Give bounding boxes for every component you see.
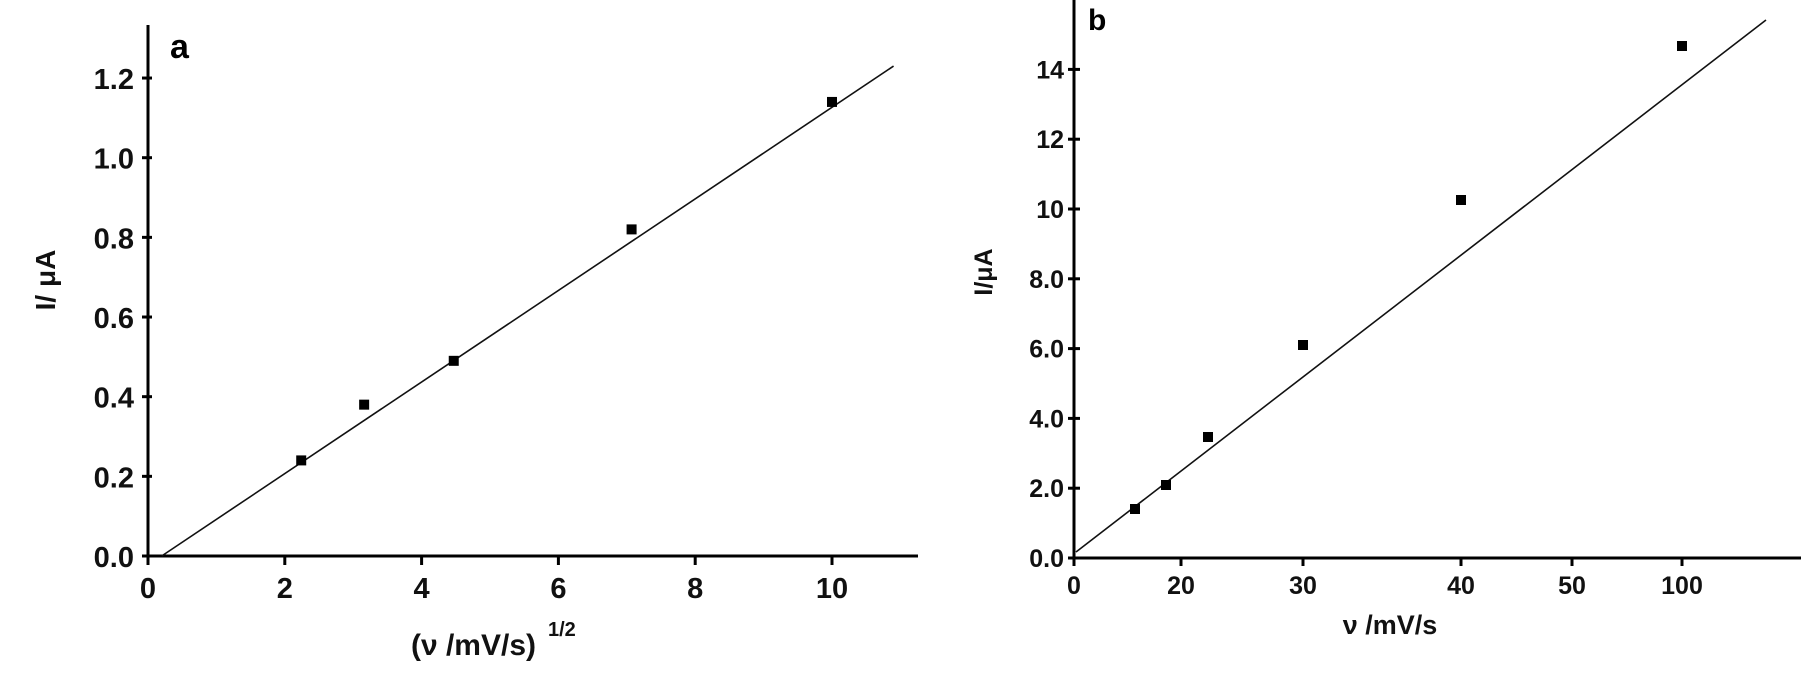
panel-b-y-tick-label: 14 <box>1036 56 1064 84</box>
panel-a-data-point <box>448 355 459 366</box>
panel-b-y-tick-label: 0.0 <box>1029 545 1064 573</box>
panel-a-y-tick-label: 1.0 <box>94 144 134 176</box>
panel-a-x-axis-title-superscript: 1/2 <box>548 619 576 641</box>
panel-b-y-axis-title: I/μA <box>970 248 998 295</box>
panel-b-label: b <box>1088 4 1106 37</box>
panel-b-x-tick-label: 40 <box>1447 572 1475 600</box>
panel-a-x-tick-label: 10 <box>816 573 848 605</box>
panel-b-data-point <box>1161 480 1171 490</box>
panel-b-y-tick-label: 10 <box>1036 196 1064 224</box>
panel-a-fit-line <box>161 65 895 557</box>
panel-b-fit-line <box>1075 19 1767 553</box>
panel-a-data-point <box>296 455 307 466</box>
panel-b-data-point <box>1130 504 1140 514</box>
panel-b-y-tick-label: 8.0 <box>1029 266 1064 294</box>
panel-b-data-point <box>1677 41 1687 51</box>
panel-a-label: a <box>170 28 190 66</box>
panel-a-x-tick-label: 6 <box>550 573 566 605</box>
panel-a-y-tick-label: 1.2 <box>94 64 134 96</box>
panel-a-y-tick-label: 0.8 <box>94 223 134 255</box>
panel-a-data-point <box>626 224 637 235</box>
panel-b-data-point <box>1203 432 1213 442</box>
panel-b-y-tick-label: 2.0 <box>1029 475 1064 503</box>
panel-a-x-tick-label: 0 <box>140 573 156 605</box>
panel-a-y-tick-label: 0.4 <box>94 383 134 415</box>
panel-a-y-tick-label: 0.2 <box>94 462 134 494</box>
panel-b-x-axis-title: ν /mV/s <box>1343 610 1438 640</box>
panel-a-x-tick-label: 2 <box>277 573 293 605</box>
panel-b-y-tick-label: 6.0 <box>1029 336 1064 364</box>
panel-a-data-point <box>359 399 370 410</box>
panel-a-x-tick-label: 4 <box>414 573 430 605</box>
panel-b-data-point <box>1298 340 1308 350</box>
panel-b-x-tick-label: 100 <box>1661 572 1703 600</box>
panel-a-x-tick-label: 8 <box>687 573 703 605</box>
panel-a-y-tick-label: 0.0 <box>94 542 134 574</box>
panel-a-y-axis-title: I/ μA <box>30 250 61 311</box>
panel-a-data-point <box>827 96 837 107</box>
panel-b-x-tick-label: 20 <box>1167 572 1195 600</box>
panel-b-x-tick-label: 30 <box>1289 572 1317 600</box>
panel-a-y-tick-label: 0.6 <box>94 303 134 335</box>
panel-b: b I/μA ν /mV/s 0.0 2.0 4.0 6.0 8.0 10 12 14 0 20 3… <box>970 0 1801 640</box>
panel-b-y-tick-label: 12 <box>1036 126 1064 154</box>
panel-b-x-tick-label: 0 <box>1067 572 1081 600</box>
panel-b-data-point <box>1456 195 1466 205</box>
panel-a: a I/ μA (ν /mV/s) 1/2 0.0 0.2 0.4 0.6 0.8 1.0… <box>30 25 918 662</box>
panel-b-y-tick-label: 4.0 <box>1029 405 1064 433</box>
panel-a-x-axis-title: (ν /mV/s) <box>411 629 536 662</box>
panel-b-x-tick-label: 50 <box>1558 572 1586 600</box>
